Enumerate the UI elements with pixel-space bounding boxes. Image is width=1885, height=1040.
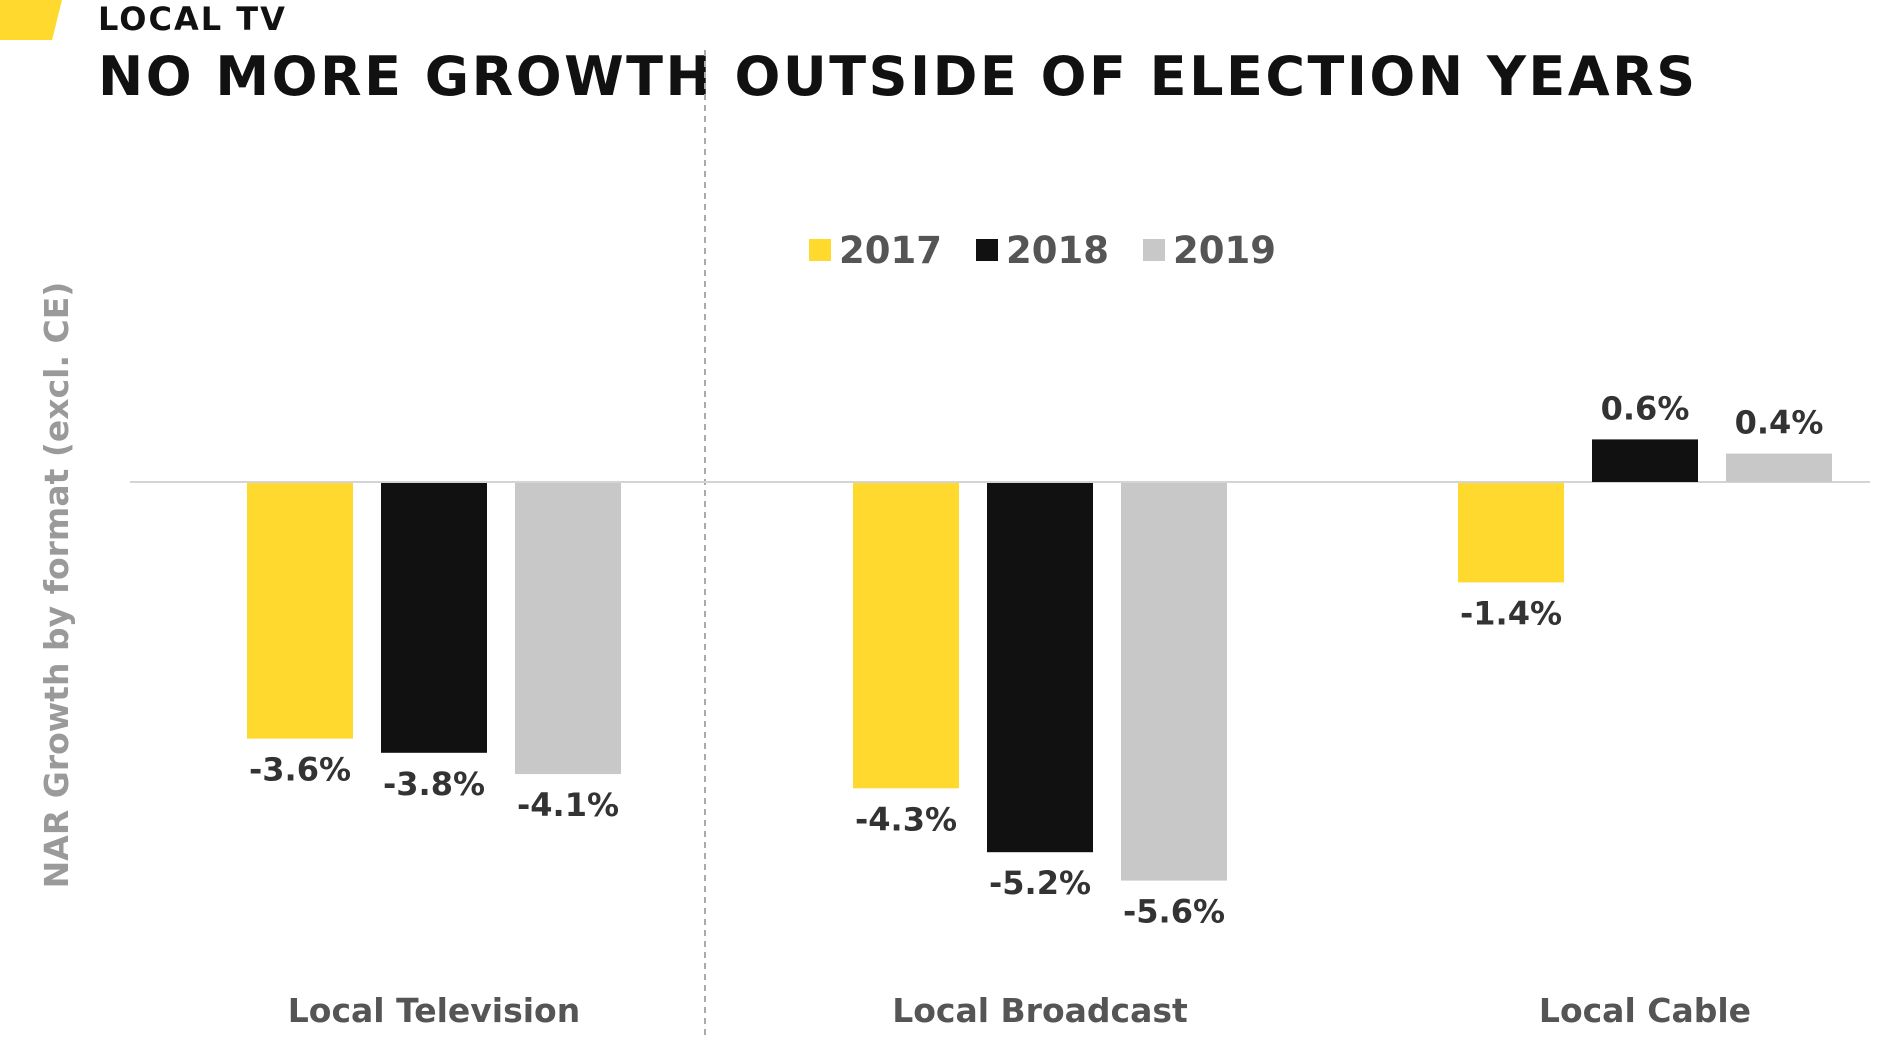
value-label-2018-2: 0.6% (1601, 389, 1690, 427)
bar-2017-2 (1458, 483, 1564, 583)
bar-2019-2 (1726, 453, 1832, 482)
value-labels-layer: -3.6% -3.8% -4.1% -4.3% -5.2% -5.6% -1.4% 0.6% 0… (249, 389, 1823, 930)
header-accent-tab (0, 0, 62, 40)
legend-swatch-2017 (809, 239, 831, 261)
value-label-2019-0: -4.1% (517, 786, 619, 824)
category-label-2: Local Cable (1539, 991, 1751, 1030)
value-label-2018-1: -5.2% (989, 864, 1091, 902)
category-labels-layer: Local Television Local Broadcast Local Cab… (288, 991, 1751, 1030)
bar-2018-0 (381, 483, 487, 753)
section-label: LOCAL TV (98, 0, 287, 38)
value-label-2017-1: -4.3% (855, 800, 957, 838)
y-axis-title: NAR Growth by format (excl. CE) (37, 282, 76, 889)
value-label-2019-2: 0.4% (1735, 404, 1824, 442)
bars-layer (247, 439, 1832, 881)
value-label-2017-2: -1.4% (1460, 594, 1562, 632)
bar-2017-1 (853, 483, 959, 789)
legend-swatch-2018 (976, 239, 998, 261)
bar-2018-2 (1592, 439, 1698, 482)
legend-label-2019: 2019 (1173, 229, 1276, 272)
value-label-2017-0: -3.6% (249, 751, 351, 789)
legend-label-2017: 2017 (839, 229, 942, 272)
page-title: NO MORE GROWTH OUTSIDE OF ELECTION YEARS (98, 45, 1698, 108)
legend-label-2018: 2018 (1006, 229, 1109, 272)
value-label-2018-0: -3.8% (383, 765, 485, 803)
value-label-2019-1: -5.6% (1123, 893, 1225, 931)
category-label-0: Local Television (288, 991, 580, 1030)
bar-2019-1 (1121, 483, 1227, 881)
legend-swatch-2019 (1143, 239, 1165, 261)
bar-2017-0 (247, 483, 353, 739)
bar-2018-1 (987, 483, 1093, 853)
legend: 2017 2018 2019 (809, 229, 1276, 272)
bar-2019-0 (515, 483, 621, 775)
category-label-1: Local Broadcast (892, 991, 1188, 1030)
